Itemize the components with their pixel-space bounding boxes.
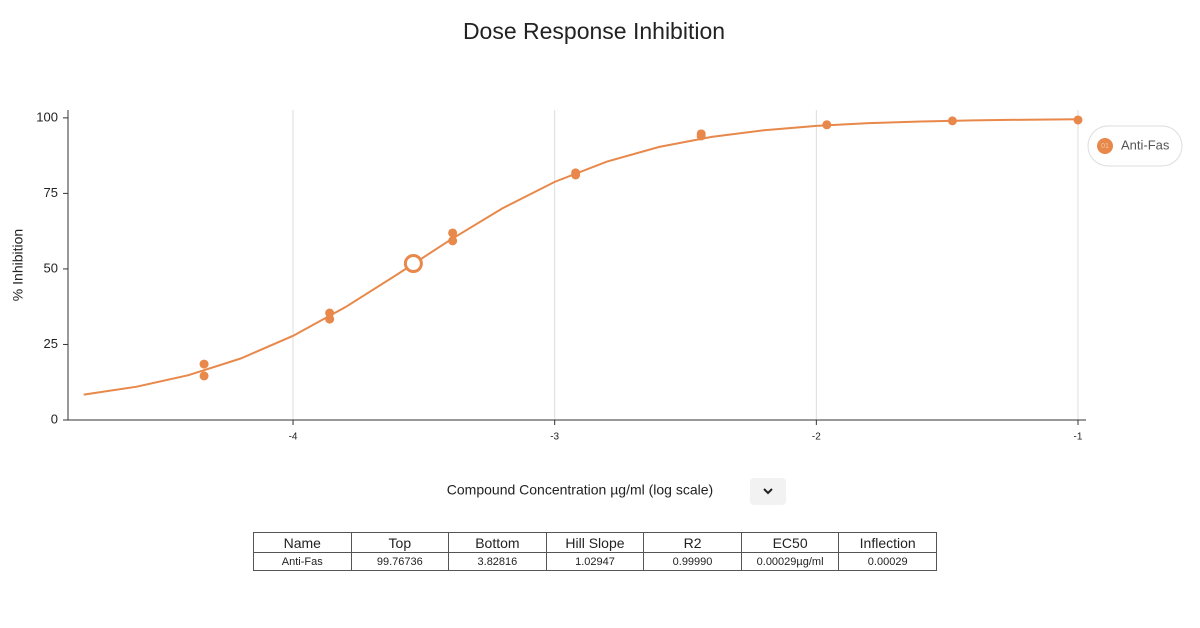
table-cell: 0.00029	[838, 552, 937, 571]
x-tick-label: -1	[1074, 432, 1083, 443]
dropdown-chevron	[763, 488, 773, 495]
x-axis-label: Compound Concentration µg/ml (log scale)	[447, 482, 713, 498]
legend-swatch	[1097, 138, 1113, 154]
fit-curve	[83, 118, 1079, 396]
plot: -4 -3 -2 -1 0 25 50 75 100	[36, 109, 1086, 443]
table-cell: 0.99990	[643, 552, 742, 571]
legend-badge: 01	[1101, 143, 1109, 150]
y-tick-label: 25	[44, 336, 58, 351]
data-point	[325, 314, 335, 324]
table-cell: 3.82816	[448, 552, 547, 571]
table-row: Anti-Fas 99.76736 3.82816 1.02947 0.99990 0.0…	[253, 552, 937, 571]
data-point	[448, 236, 458, 246]
legend-label: Anti-Fas	[1121, 137, 1170, 152]
data-point	[696, 131, 706, 141]
data-point	[822, 120, 832, 130]
data-point	[947, 116, 957, 126]
column-header: R2	[643, 532, 742, 553]
data-point	[571, 170, 581, 180]
table-cell: 99.76736	[350, 552, 450, 571]
table-header: Name Top Bottom Hill Slope R2 EC50 Inflection	[253, 532, 937, 553]
legend	[1087, 125, 1183, 167]
y-tick-label: 100	[36, 109, 58, 124]
ec50-marker	[403, 253, 423, 273]
data-point	[448, 228, 458, 238]
results-table: Name Top Bottom Hill Slope R2 EC50 Inflection …	[253, 532, 937, 571]
column-header: EC50	[740, 532, 840, 553]
y-tick-label: 50	[44, 260, 58, 275]
scale-dropdown[interactable]	[750, 478, 786, 505]
table-cell: 1.02947	[545, 552, 645, 571]
column-header: Top	[350, 532, 450, 553]
column-header: Name	[253, 532, 352, 553]
column-header: Bottom	[448, 532, 547, 553]
data-point	[199, 359, 209, 369]
column-header: Inflection	[838, 532, 937, 553]
x-tick-label: -3	[550, 432, 559, 443]
x-tick-label: -2	[812, 432, 821, 443]
column-header: Hill Slope	[545, 532, 645, 553]
chart-title: Dose Response Inhibition	[463, 18, 725, 44]
table-cell: 0.00029µg/ml	[740, 552, 840, 571]
table-cell: Anti-Fas	[253, 552, 352, 571]
data-point	[1073, 115, 1083, 125]
y-tick-label: 75	[44, 185, 58, 200]
data-point	[199, 371, 209, 381]
x-tick-label: -4	[289, 432, 298, 443]
y-tick-label: 0	[51, 411, 58, 426]
y-axis-label: % Inhibition	[10, 229, 26, 301]
